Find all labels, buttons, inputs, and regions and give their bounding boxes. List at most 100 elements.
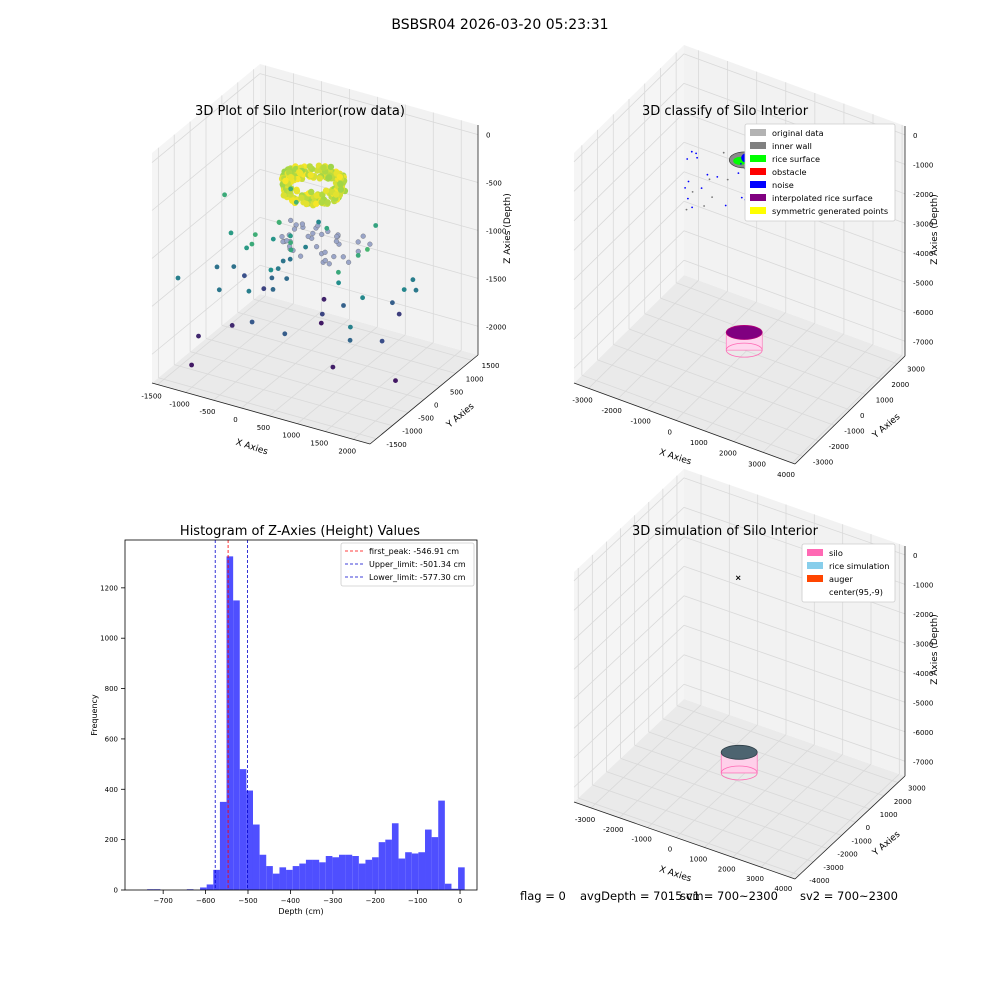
- data-point: [396, 311, 402, 317]
- legend-label: silo: [829, 548, 843, 558]
- grid-z: [573, 171, 685, 281]
- histogram-bar: [372, 857, 379, 890]
- x-tick-label: −300: [323, 897, 342, 905]
- grid-z: [573, 259, 685, 369]
- data-point: [722, 151, 725, 154]
- data-point: [336, 280, 341, 286]
- x-tick-label: -1500: [141, 393, 161, 401]
- grid-y: [581, 374, 803, 457]
- grid-y: [648, 731, 870, 810]
- data-point: [334, 233, 340, 240]
- grid-z: [573, 142, 685, 251]
- data-point: [276, 220, 282, 226]
- data-point: [288, 247, 294, 253]
- chart-3d-classify: -3000 -2000 -1000 0 1000 2000 3000 4000 -3000 -20…: [572, 45, 940, 479]
- x-tick-label: 0: [458, 897, 462, 905]
- z-tick-label: -6000: [913, 729, 933, 737]
- y-tick-label: 800: [105, 685, 118, 693]
- z-axis-label: Z Axies (Depth): [503, 193, 513, 264]
- x-tick-label: 0: [668, 428, 672, 436]
- data-point: [711, 196, 713, 199]
- legend-label: symmetric generated points: [772, 206, 888, 216]
- histogram-bar: [339, 854, 346, 890]
- x-axis-label: X Axies: [658, 448, 693, 468]
- data-point: [687, 180, 690, 183]
- y-axis-line: [794, 355, 906, 465]
- data-point: [324, 199, 331, 206]
- grid-z: [573, 654, 685, 759]
- data-point: [282, 177, 289, 185]
- z-tick-label: -3000: [913, 640, 933, 648]
- x-tick-label: 1000: [690, 439, 708, 447]
- z-axis-label: Z Axies (Depth): [930, 194, 940, 265]
- grid-z: [573, 507, 685, 611]
- x-axis-line: [573, 382, 796, 465]
- data-point: [222, 192, 228, 198]
- data-point: [242, 273, 247, 279]
- x-tick-label: 4000: [777, 471, 795, 479]
- data-point: [288, 217, 294, 223]
- y-tick-label: 3000: [908, 785, 926, 793]
- histogram-bar: [425, 829, 432, 890]
- x-tick-label: -500: [200, 408, 216, 416]
- legend-swatch: [750, 155, 766, 162]
- z-tick-label: -7000: [913, 758, 933, 766]
- data-point: [726, 178, 729, 181]
- grid-z: [573, 83, 685, 192]
- histogram-bar: [286, 869, 293, 890]
- z-tick-label: -5000: [913, 699, 933, 707]
- data-point: [279, 234, 285, 240]
- grid-z: [259, 264, 479, 327]
- histogram-bar: [391, 823, 399, 890]
- histogram-bar: [398, 858, 406, 890]
- y-tick-label: 600: [105, 735, 118, 743]
- grid-z: [573, 683, 685, 788]
- simulation-marks: [720, 575, 758, 781]
- histogram-bar: [246, 790, 253, 890]
- histogram-bar: [405, 852, 412, 890]
- histogram-bar: [213, 869, 220, 890]
- data-point: [336, 269, 341, 275]
- histogram-bar: [418, 852, 426, 890]
- legend-swatch: [750, 129, 766, 136]
- plot-frame: [124, 539, 478, 891]
- z-tick-label: 0: [486, 132, 490, 140]
- histogram-bar: [385, 839, 392, 890]
- z-tick-label: -4000: [913, 250, 933, 258]
- data-point: [327, 163, 335, 171]
- data-point: [687, 197, 689, 200]
- data-point: [332, 191, 340, 198]
- y-tick-label: 2000: [891, 381, 909, 389]
- y-tick-label: -2000: [837, 851, 857, 859]
- z-tick-label: -2000: [486, 323, 506, 331]
- y-axis-line: [369, 354, 479, 445]
- data-point: [297, 170, 304, 177]
- x-tick-label: 500: [257, 424, 270, 432]
- data-point: [341, 303, 346, 308]
- panel-title-raw: 3D Plot of Silo Interior(row data): [195, 104, 405, 119]
- panel-title-classify: 3D classify of Silo Interior: [641, 104, 809, 119]
- data-point: [355, 239, 361, 245]
- y-axis-label: Frequency: [90, 694, 99, 736]
- histogram-bar: [444, 883, 452, 890]
- data-point: [291, 226, 298, 232]
- data-point: [737, 172, 740, 175]
- data-point: [691, 206, 693, 209]
- footer-sv1: sv1 = 700~2300: [680, 889, 778, 903]
- x-axis-line: [573, 801, 796, 880]
- data-point: [246, 288, 252, 294]
- grid-z: [683, 259, 906, 342]
- histogram-bar: [325, 856, 333, 890]
- grid-y: [662, 718, 884, 797]
- data-point: [347, 337, 353, 343]
- legend-simulation: silo rice simulation auger center(95,-9): [801, 543, 896, 603]
- legend-label: first_peak: -546.91 cm: [369, 547, 459, 556]
- legend-box: [744, 123, 896, 222]
- histogram-bar: [305, 859, 313, 890]
- data-point: [724, 204, 727, 207]
- grid-z: [573, 200, 685, 310]
- grid-y: [253, 298, 472, 361]
- histogram-bar: [279, 867, 287, 890]
- y-tick-label: 0: [860, 412, 864, 420]
